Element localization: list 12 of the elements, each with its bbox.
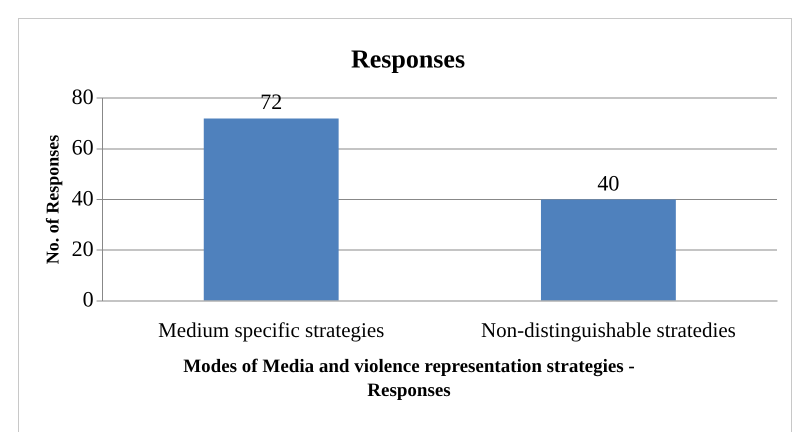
y-tick-label: 0 xyxy=(82,286,94,312)
y-tick-label: 80 xyxy=(72,84,94,109)
data-label: 72 xyxy=(260,89,282,114)
x-tick-label: Non-distinguishable stratedies xyxy=(480,318,736,342)
data-label: 40 xyxy=(597,170,620,196)
x-tick-label: Medium specific strategies xyxy=(158,318,384,342)
y-tick-label: 60 xyxy=(72,134,94,160)
y-tick-label: 40 xyxy=(72,185,94,210)
y-tick-label: 20 xyxy=(72,236,94,261)
y-axis-title: No. of Responses xyxy=(42,134,62,264)
x-axis-title: Modes of Media and violence representation strategies - Responses xyxy=(182,355,636,403)
chart-title: Responses xyxy=(350,44,466,74)
